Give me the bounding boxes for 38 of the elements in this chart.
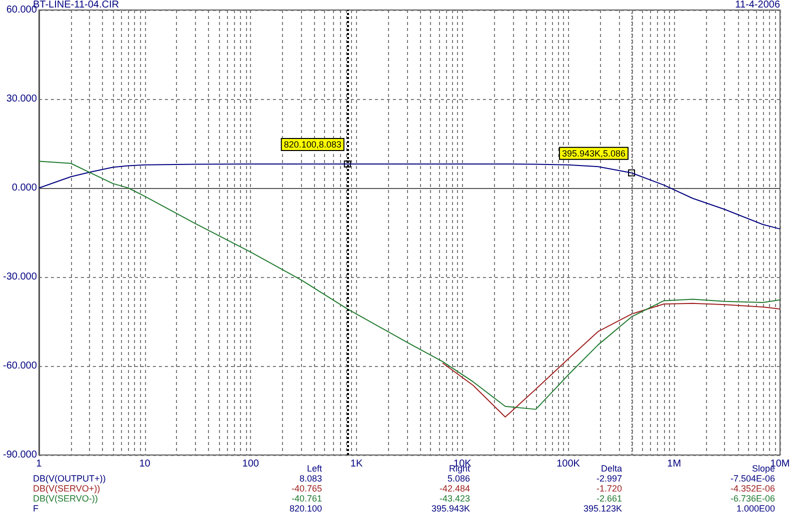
y-tick-label: 60.000: [6, 4, 38, 16]
x-tick-label: 1M: [667, 458, 682, 470]
text: 820.100: [289, 504, 322, 514]
annotation: 395.943K,5.086: [562, 148, 626, 158]
y-tick-label: -90.000: [2, 450, 38, 460]
chart-subtitle: 11-4-2006: [735, 0, 780, 10]
text: -40.761: [291, 494, 322, 504]
text: DB(V(SERVO+)): [33, 484, 100, 494]
y-tick-label: 0.000: [12, 182, 38, 194]
x-tick-label: 1K: [350, 458, 363, 470]
text: -4.352E-06: [730, 484, 775, 494]
text: -43.423: [439, 494, 470, 504]
text: -6.736E-06: [730, 494, 775, 504]
text: -7.504E-06: [730, 474, 775, 484]
y-tick-label: 30.000: [6, 94, 38, 104]
text: 5.086: [447, 474, 470, 484]
text: DB(V(OUTPUT+)): [33, 474, 106, 484]
text: 395.943K: [431, 504, 470, 514]
text: Left: [306, 464, 322, 474]
text: -42.484: [439, 484, 470, 494]
x-tick-label: 100: [242, 458, 260, 470]
text: Slope: [752, 464, 775, 474]
text: -1.720: [596, 484, 622, 494]
text: 8.083: [299, 474, 322, 484]
text: Delta: [600, 464, 622, 474]
text: -2.997: [596, 474, 622, 484]
x-tick-label: 10: [139, 458, 151, 470]
x-tick-label: 1: [36, 458, 42, 470]
text: 1.000E00: [736, 504, 775, 514]
text: F: [33, 504, 39, 514]
text: 395.123K: [583, 504, 622, 514]
text: -2.661: [596, 494, 622, 504]
annotation: 820.100,8.083: [284, 140, 342, 150]
y-tick-label: -30.000: [2, 272, 38, 282]
text: DB(V(SERVO-)): [33, 494, 98, 504]
text: -40.765: [291, 484, 322, 494]
y-tick-label: -60.000: [2, 360, 38, 372]
x-tick-label: 100K: [556, 458, 580, 470]
